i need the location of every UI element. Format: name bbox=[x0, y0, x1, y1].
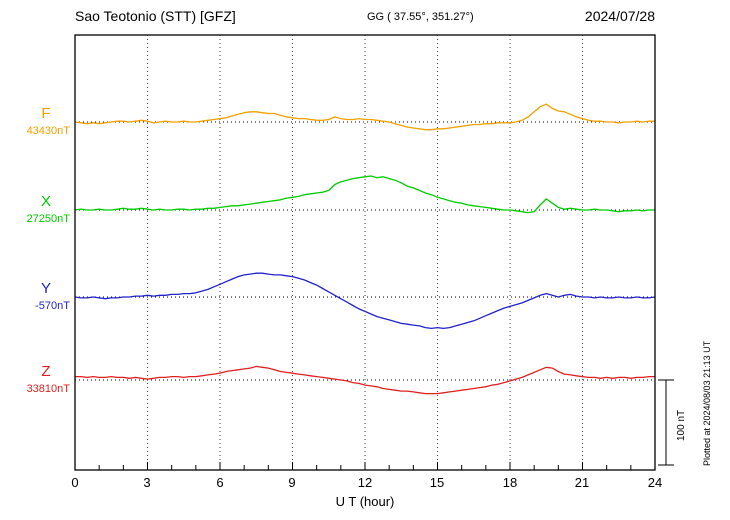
series-basevalue-z: 33810nT bbox=[26, 383, 70, 395]
series-basevalue-x: 27250nT bbox=[26, 213, 70, 225]
series-basevalue-f: 43430nT bbox=[26, 125, 70, 137]
series-label-f: F bbox=[41, 105, 51, 122]
series-label-z: Z bbox=[41, 363, 51, 380]
x-tick-label: 12 bbox=[357, 475, 373, 490]
plot-date: 2024/07/28 bbox=[584, 8, 655, 24]
x-tick-label: 21 bbox=[574, 475, 590, 490]
series-label-x: X bbox=[40, 193, 51, 210]
x-tick-label: 15 bbox=[429, 475, 445, 490]
x-tick-label: 18 bbox=[502, 475, 518, 490]
geographic-coords: GG ( 37.55°, 351.27°) bbox=[367, 11, 474, 23]
x-tick-label: 24 bbox=[647, 475, 663, 490]
scale-bar-label: 100 nT bbox=[676, 409, 687, 441]
station-title: Sao Teotonio (STT) [GFZ] bbox=[75, 8, 236, 24]
series-basevalue-y: -570nT bbox=[35, 300, 70, 312]
x-axis-label: U T (hour) bbox=[335, 494, 395, 509]
series-line-Y bbox=[74, 272, 656, 330]
x-tick-label: 0 bbox=[71, 475, 79, 490]
series-label-y: Y bbox=[40, 280, 51, 297]
plot-border bbox=[74, 34, 656, 471]
x-tick-label: 3 bbox=[143, 475, 151, 490]
x-tick-label: 9 bbox=[288, 475, 296, 490]
series-line-Z bbox=[75, 365, 655, 395]
x-tick-label: 6 bbox=[216, 475, 224, 490]
series-line-X bbox=[74, 175, 655, 214]
plotted-timestamp-note: Plotted at 2024/08/03 21:13 UT bbox=[702, 340, 712, 466]
series-line-F bbox=[74, 103, 655, 131]
